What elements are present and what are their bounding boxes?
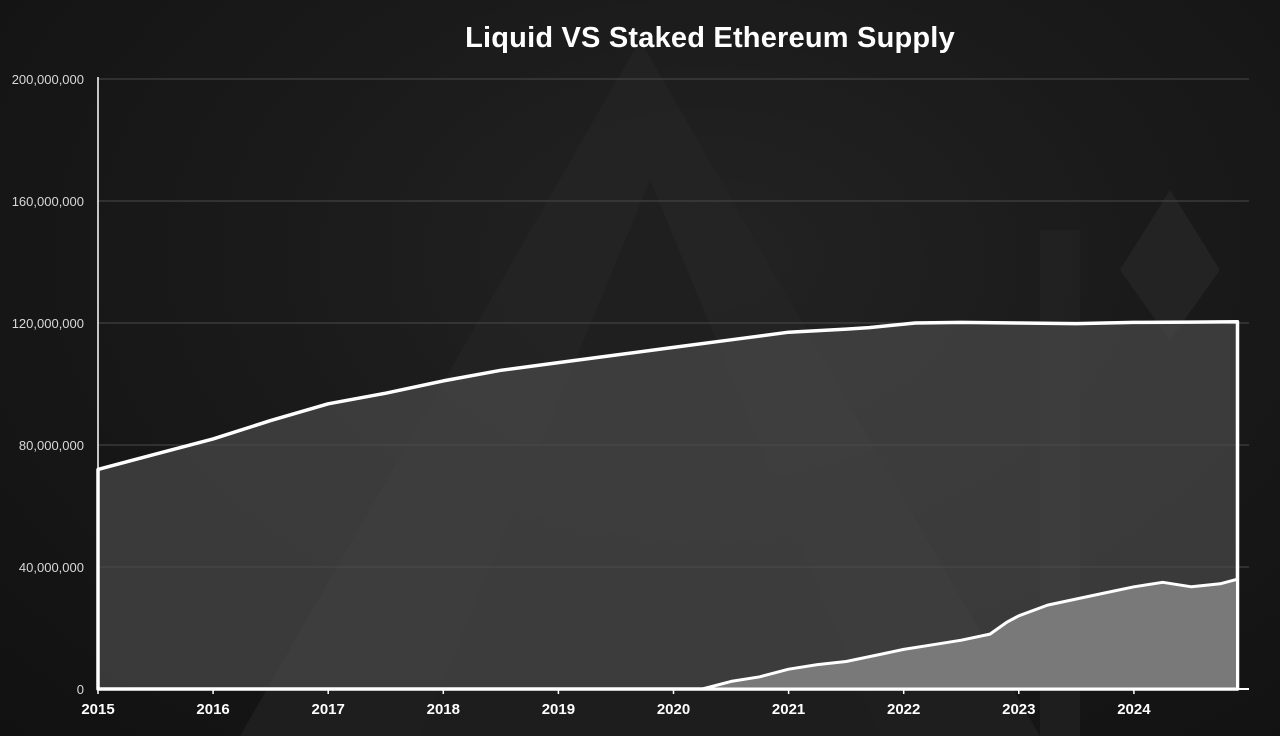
y-tick-label: 160,000,000: [12, 194, 84, 209]
y-tick-label: 80,000,000: [19, 438, 84, 453]
x-tick-label: 2020: [657, 701, 690, 718]
x-tick-label: 2015: [81, 701, 114, 718]
label-layer: 0 40,000,000 80,000,000 120,000,000 160,000,…: [12, 72, 1152, 718]
y-tick-label: 120,000,000: [12, 316, 84, 331]
x-tick-label: 2019: [542, 701, 575, 718]
x-tick-label: 2024: [1117, 701, 1151, 718]
x-tick-label: 2023: [1002, 701, 1035, 718]
staked-supply-area: [96, 577, 1239, 691]
chart-title: Liquid VS Staked Ethereum Supply: [465, 22, 955, 54]
x-tick-label: 2017: [312, 701, 345, 718]
y-tick-label: 200,000,000: [12, 72, 84, 87]
y-tick-label: 40,000,000: [19, 560, 84, 575]
x-tick-label: 2016: [196, 701, 229, 718]
y-tick-label: 0: [77, 682, 84, 697]
bg-diamond-shape: [1120, 190, 1220, 340]
x-tick-label: 2021: [772, 701, 805, 718]
liquid-supply-area: [96, 320, 1240, 691]
axis-layer: [97, 77, 1249, 694]
x-tick-label: 2022: [887, 701, 920, 718]
x-tick-label: 2018: [427, 701, 460, 718]
area-layer: [96, 320, 1240, 691]
